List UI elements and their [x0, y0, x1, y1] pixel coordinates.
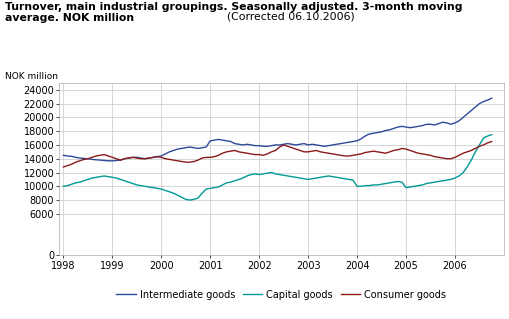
- Intermediate goods: [358, 137, 364, 141]
- Capital goods: [61, 184, 67, 188]
- Intermediate goods: [436, 122, 442, 125]
- Intermediate goods: [105, 159, 111, 163]
- Capital goods: [313, 176, 319, 180]
- Text: (Corrected 06.10.2006): (Corrected 06.10.2006): [227, 11, 354, 21]
- Capital goods: [73, 181, 79, 185]
- Intermediate goods: [317, 144, 323, 148]
- Capital goods: [342, 177, 348, 181]
- Intermediate goods: [342, 141, 348, 145]
- Consumer goods: [73, 160, 79, 164]
- Capital goods: [358, 184, 364, 188]
- Capital goods: [436, 180, 442, 183]
- Legend: Intermediate goods, Capital goods, Consumer goods: Intermediate goods, Capital goods, Consu…: [112, 286, 450, 304]
- Consumer goods: [313, 149, 319, 152]
- Capital goods: [187, 198, 193, 202]
- Consumer goods: [432, 155, 438, 159]
- Text: Turnover, main industrial groupings. Seasonally adjusted. 3-month moving
average: Turnover, main industrial groupings. Sea…: [5, 2, 463, 23]
- Text: NOK million: NOK million: [5, 72, 58, 81]
- Consumer goods: [338, 153, 344, 157]
- Intermediate goods: [313, 143, 319, 147]
- Consumer goods: [309, 149, 315, 153]
- Line: Capital goods: Capital goods: [64, 135, 492, 200]
- Line: Consumer goods: Consumer goods: [64, 142, 492, 167]
- Consumer goods: [354, 153, 360, 157]
- Consumer goods: [61, 165, 67, 169]
- Capital goods: [489, 133, 495, 137]
- Intermediate goods: [61, 153, 67, 157]
- Consumer goods: [489, 140, 495, 144]
- Line: Intermediate goods: Intermediate goods: [64, 98, 492, 161]
- Capital goods: [317, 175, 323, 179]
- Intermediate goods: [489, 96, 495, 100]
- Intermediate goods: [73, 155, 79, 159]
